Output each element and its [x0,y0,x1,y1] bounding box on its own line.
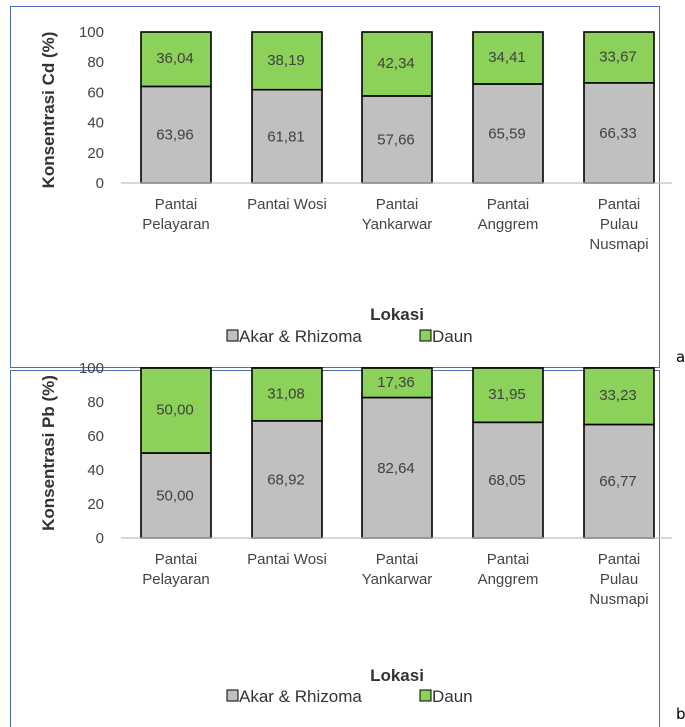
chart-a-x-tick-label: Anggrem [478,216,539,233]
chart-b-y-tick-label: 20 [87,496,104,513]
chart-a-y-tick-label: 20 [87,145,104,162]
chart-b-legend-swatch-daun [419,689,432,702]
chart-a-data-label: 63,96 [156,127,194,144]
chart-b-data-label: 31,08 [267,385,305,402]
chart-b-frame [10,370,660,727]
chart-b-x-tick-label: Pelayaran [142,571,210,588]
chart-b-data-label: 66,77 [599,473,637,490]
chart-a-data-label: 42,34 [377,55,415,72]
chart-b-y-tick-label: 80 [87,394,104,411]
chart-b-data-label: 68,05 [488,472,526,489]
chart-b-bar-daun [140,367,212,454]
chart-a-legend-label-akar-rhizoma: Akar & Rhizoma [239,327,362,346]
chart-b-data-label: 31,95 [488,386,526,403]
chart-b-legend-swatch-akar-rhizoma [226,689,239,702]
chart-a-bar-akar-rhizoma [140,85,212,184]
chart-a-data-label: 33,67 [599,48,637,65]
chart-b-legend-label-akar-rhizoma: Akar & Rhizoma [239,687,362,706]
chart-b-y-tick-label: 0 [96,530,104,547]
chart-b-y-axis-title: Konsentrasi Pb (%) [39,375,58,531]
chart-a-x-tick-label: Yankarwar [362,216,433,233]
chart-a-x-tick-label: Nusmapi [589,236,648,253]
chart-b-x-tick-label: Pulau [600,571,638,588]
chart-a-y-tick-label: 60 [87,84,104,101]
chart-b-x-tick-label: Nusmapi [589,591,648,608]
chart-a-x-axis-title: Lokasi [370,305,424,324]
chart-a-bar-akar-rhizoma [583,82,655,184]
chart-b-bar-daun [251,367,323,422]
chart-a-x-tick-label: Pulau [600,216,638,233]
chart-a-y-axis-title: Konsentrasi Cd (%) [39,32,58,189]
chart-b-bar-daun [361,367,433,399]
chart-b-x-tick-label: Pantai [598,551,641,568]
chart-a-data-label: 61,81 [267,128,305,145]
chart-a-data-label: 65,59 [488,125,526,142]
chart-b-x-axis-title: Lokasi [370,666,424,685]
chart-a-y-tick-label: 100 [79,24,104,41]
chart-a-y-tick-label: 80 [87,54,104,71]
chart-a-bar-daun [583,31,655,84]
chart-b-data-label: 17,36 [377,374,415,391]
chart-b-data-label: 50,00 [156,488,194,505]
chart-b-x-tick-label: Pantai [155,551,198,568]
chart-b-data-label: 50,00 [156,402,194,419]
chart-a-x-tick-label: Pelayaran [142,216,210,233]
chart-b-x-tick-label: Anggrem [478,571,539,588]
chart-b-legend-label-daun: Daun [432,687,473,706]
chart-a-bar-daun [140,31,212,88]
chart-b-data-label: 82,64 [377,460,415,477]
chart-a-legend-label-daun: Daun [432,327,473,346]
chart-b-y-tick-label: 60 [87,428,104,445]
chart-a-x-tick-label: Pantai [598,196,641,213]
chart-b-bar-daun [472,367,544,424]
chart-b-bar-daun [583,367,655,426]
chart-a-legend-swatch-daun [419,329,432,342]
chart-a-y-tick-label: 0 [96,175,104,192]
chart-a-x-tick-label: Pantai [155,196,198,213]
chart-b-x-tick-label: Yankarwar [362,571,433,588]
chart-a-data-label: 38,19 [267,52,305,69]
chart-a-data-label: 34,41 [488,49,526,66]
panel-letter-a: a [676,348,685,366]
chart-b-x-tick-label: Pantai [487,551,530,568]
chart-a-x-tick-label: Pantai [487,196,530,213]
chart-a-frame [10,6,660,368]
chart-b-x-tick-label: Pantai Wosi [247,551,327,568]
chart-b-y-tick-label: 100 [79,360,104,377]
chart-a-data-label: 57,66 [377,131,415,148]
chart-a-x-tick-label: Pantai Wosi [247,196,327,213]
chart-b-data-label: 33,23 [599,387,637,404]
chart-a-bar-daun [251,31,323,91]
chart-a-data-label: 36,04 [156,50,194,67]
chart-a-data-label: 66,33 [599,125,637,142]
panel-letter-b: b [676,705,685,723]
chart-a-y-tick-label: 40 [87,115,104,132]
chart-a-legend-swatch-akar-rhizoma [226,329,239,342]
chart-b-data-label: 68,92 [267,471,305,488]
chart-b-y-tick-label: 40 [87,462,104,479]
chart-a-bar-daun [472,31,544,85]
chart-b-x-tick-label: Pantai [376,551,419,568]
chart-b-bar-akar-rhizoma [251,420,323,539]
chart-a-x-tick-label: Pantai [376,196,419,213]
chart-a-bar-daun [361,31,433,97]
